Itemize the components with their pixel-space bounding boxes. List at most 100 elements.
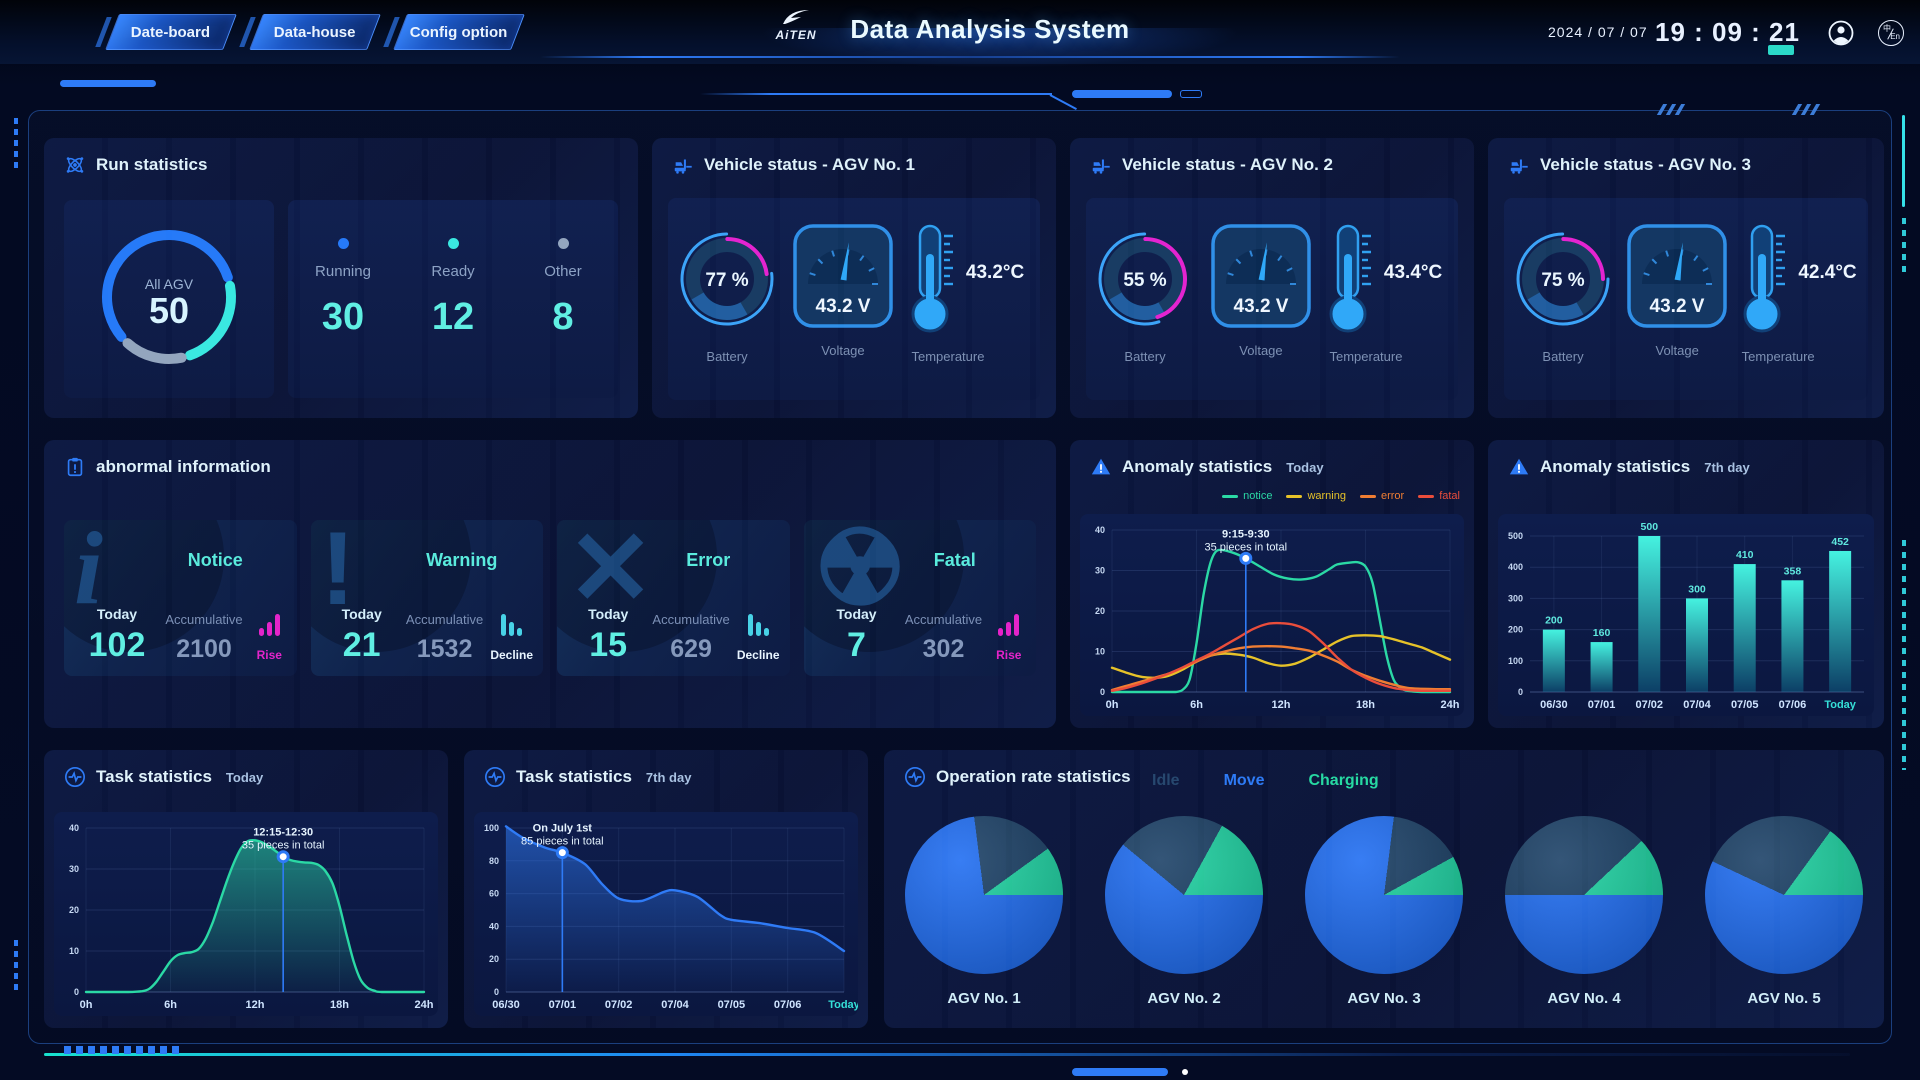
task-today-chart: 0 10 20 30 40 0h 6h 12h 18h 24h 12:15-12:30 35 piec…	[54, 812, 438, 1016]
svg-text:35 pieces in total: 35 pieces in total	[1205, 541, 1288, 553]
panel-title: Vehicle status - AGV No. 2	[1122, 155, 1333, 174]
decor-line	[1902, 115, 1905, 207]
svg-text:410: 410	[1736, 549, 1754, 561]
svg-text:43.2 V: 43.2 V	[1233, 296, 1288, 317]
header-divider-line	[540, 56, 1400, 58]
tab-date-board[interactable]: Date-board	[105, 14, 237, 50]
decor-ticks	[1902, 218, 1906, 278]
decor-slashes	[1791, 104, 1821, 115]
svg-text:10: 10	[69, 946, 79, 956]
task-statistics-7day-panel: Task statistics 7th day 0 20 40 60 80 100 06/3…	[464, 750, 868, 1028]
voltage-label: Voltage	[1239, 343, 1283, 358]
pie-unit-agv1: AGV No. 1	[905, 816, 1063, 1007]
svg-text:0: 0	[1100, 687, 1105, 697]
vehicle-status-panel-agv1: Vehicle status - AGV No. 1 77 % Battery 43.…	[652, 138, 1056, 418]
svg-text:500: 500	[1508, 531, 1523, 541]
warning-triangle-icon	[1509, 458, 1529, 475]
panel-title: Task statistics	[96, 767, 212, 786]
accumulative-count: 2100	[176, 635, 232, 663]
svg-text:07/02: 07/02	[605, 999, 633, 1011]
legend-item-move[interactable]: Move	[1223, 772, 1265, 789]
legend-item-idle[interactable]: Idle	[1152, 772, 1180, 789]
decor-bottom-line	[44, 1053, 1850, 1056]
trend-indicator: Decline	[737, 614, 780, 662]
temperature-value: 42.4°C	[1798, 261, 1857, 283]
pie-unit-agv4: AGV No. 4	[1505, 816, 1663, 1007]
tab-data-house[interactable]: Data-house	[249, 14, 381, 50]
svg-text:06/30: 06/30	[1540, 699, 1568, 711]
legend-item-notice[interactable]: notice	[1222, 490, 1272, 502]
svg-text:0: 0	[74, 987, 79, 997]
thermometer-icon	[900, 220, 964, 343]
svg-text:18h: 18h	[330, 999, 349, 1011]
svg-text:Today: Today	[1824, 699, 1856, 711]
atom-icon	[66, 157, 84, 173]
svg-text:Today: Today	[828, 999, 858, 1011]
run-statistics-panel: Run statistics All AGV 50 Running 30 Read…	[44, 138, 638, 418]
run-stat-other: Other 8	[508, 200, 618, 398]
tab-config-option[interactable]: Config option	[393, 14, 525, 50]
vehicle-gauges-card: 75 % Battery 43.2 V Voltage 42.4°C Temperatur…	[1504, 198, 1868, 400]
panel-title: Anomaly statistics	[1540, 457, 1691, 476]
agv-forklift-icon	[674, 159, 692, 174]
ready-dot	[447, 238, 459, 249]
battery-gauge: 77 %	[668, 220, 786, 343]
pie-label: AGV No. 1	[947, 990, 1021, 1007]
panel-title: abnormal information	[96, 457, 271, 476]
svg-text:300: 300	[1688, 583, 1706, 595]
pie-unit-agv2: AGV No. 2	[1105, 816, 1263, 1007]
warning-watermark-icon: !	[320, 520, 356, 627]
trend-indicator: Decline	[490, 614, 533, 662]
user-icon[interactable]	[1828, 20, 1854, 46]
svg-text:400: 400	[1508, 562, 1523, 572]
brand-logo: AiTEN	[768, 8, 824, 42]
svg-text:12h: 12h	[246, 999, 265, 1011]
svg-text:20: 20	[1095, 606, 1105, 616]
svg-text:07/04: 07/04	[661, 999, 689, 1011]
task-7day-chart: 0 20 40 60 80 100 06/30 07/01 07/02 07/04 07/05 07/…	[474, 812, 861, 1016]
svg-text:80: 80	[489, 856, 499, 866]
run-stat-ready: Ready 12	[398, 200, 508, 398]
svg-text:300: 300	[1508, 593, 1523, 603]
svg-text:75 %: 75 %	[1541, 270, 1584, 291]
svg-text:12h: 12h	[1272, 699, 1291, 711]
decor-dot	[1182, 1069, 1188, 1075]
panel-title: Anomaly statistics	[1122, 457, 1273, 476]
panel-title: Vehicle status - AGV No. 3	[1540, 155, 1751, 174]
trend-bars-icon	[737, 614, 780, 636]
svg-text:18h: 18h	[1356, 699, 1375, 711]
legend-item-error[interactable]: error	[1359, 490, 1404, 502]
panel-title: Operation rate statistics	[936, 767, 1131, 786]
nav-tabs: Date-board Data-house Config option	[105, 14, 525, 50]
svg-text:07/01: 07/01	[549, 999, 577, 1011]
legend-item-warning[interactable]: warning	[1286, 490, 1346, 502]
error-watermark-icon: ✕	[567, 520, 655, 627]
panel-subtitle: 7th day	[645, 769, 692, 785]
svg-text:12:15-12:30: 12:15-12:30	[253, 827, 313, 839]
all-agv-donut-gauge: All AGV 50	[81, 209, 257, 390]
abnormal-card-fatal: ☢ Fatal Today 7 Accumulative 302 Rise	[803, 520, 1036, 676]
panel-subtitle: 7th day	[1704, 459, 1750, 475]
svg-text:07/04: 07/04	[1683, 699, 1711, 711]
decor-ticks	[1902, 540, 1906, 770]
agv-pies: AGV No. 1 AGV No. 2 AGV No. 3 AGV No. 4 AGV …	[884, 816, 1884, 1007]
temperature-value: 43.4°C	[1383, 261, 1443, 283]
language-toggle-icon[interactable]: 中 En	[1878, 20, 1904, 46]
legend-item-charging[interactable]: Charging	[1308, 772, 1379, 789]
svg-text:43.2 V: 43.2 V	[815, 296, 870, 317]
anomaly-7day-chart: 0 100 200 300 400 500 200 06/30 160 07/01 500 07/02…	[1498, 514, 1874, 716]
svg-text:6h: 6h	[164, 999, 177, 1011]
svg-text:100: 100	[1508, 656, 1523, 666]
header-time: 19 : 09 : 21	[1655, 16, 1800, 47]
header-date: 2024 / 07 / 07	[1548, 24, 1648, 40]
today-count: 21	[342, 626, 381, 664]
notice-watermark-icon: i	[74, 520, 103, 626]
svg-text:40: 40	[1095, 525, 1105, 535]
svg-text:07/05: 07/05	[718, 999, 746, 1011]
voltage-gauge: 43.2 V	[786, 220, 900, 337]
decor-bar	[1180, 90, 1202, 98]
svg-text:20: 20	[69, 905, 79, 915]
legend-item-fatal[interactable]: fatal	[1418, 490, 1460, 502]
thermometer-icon	[1318, 220, 1382, 343]
battery-label: Battery	[1542, 349, 1584, 364]
